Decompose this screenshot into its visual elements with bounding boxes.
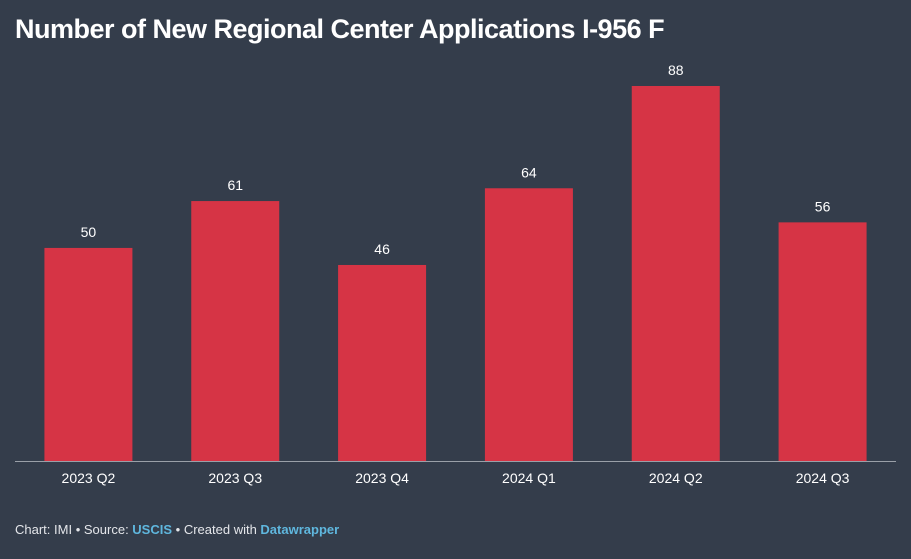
x-tick-labels-group: 2023 Q2 2023 Q3 2023 Q4 2024 Q1 2024 Q2 2024 … bbox=[62, 470, 850, 486]
footer-separator: • bbox=[75, 522, 84, 537]
value-label: 61 bbox=[227, 177, 243, 193]
datawrapper-link[interactable]: Datawrapper bbox=[260, 522, 340, 537]
bar-chart: 50 61 46 64 88 56 2023 Q2 2023 Q3 2023 Q4 2024 Q… bbox=[15, 62, 896, 486]
value-label: 88 bbox=[668, 62, 684, 78]
value-label: 46 bbox=[374, 241, 390, 257]
value-label: 64 bbox=[521, 164, 537, 180]
value-labels-group: 50 61 46 64 88 56 bbox=[81, 62, 831, 257]
source-prefix: Source: bbox=[83, 522, 133, 537]
x-tick-label: 2024 Q2 bbox=[649, 470, 703, 486]
bar-2023-q2 bbox=[44, 247, 133, 461]
x-tick-label: 2023 Q4 bbox=[355, 470, 409, 486]
x-tick-label: 2023 Q3 bbox=[208, 470, 262, 486]
bar-2024-q2 bbox=[631, 86, 720, 461]
footer-separator: • bbox=[175, 522, 184, 537]
chart-footer: Chart: IMI • Source: USCIS • Created wit… bbox=[15, 522, 339, 537]
x-tick-label: 2024 Q3 bbox=[796, 470, 850, 486]
bar-2023-q3 bbox=[191, 201, 280, 461]
source-link[interactable]: USCIS bbox=[132, 522, 173, 537]
x-tick-label: 2024 Q1 bbox=[502, 470, 556, 486]
bar-2024-q1 bbox=[484, 188, 573, 462]
x-tick-label: 2023 Q2 bbox=[62, 470, 116, 486]
value-label: 50 bbox=[81, 224, 97, 240]
created-prefix: Created with bbox=[183, 522, 261, 537]
bar-2023-q4 bbox=[338, 264, 427, 461]
bar-2024-q3 bbox=[778, 222, 867, 461]
bars-group bbox=[44, 86, 867, 462]
chart-title: Number of New Regional Center Applicatio… bbox=[15, 14, 665, 44]
value-label: 56 bbox=[815, 198, 831, 214]
chart-credit: Chart: IMI bbox=[15, 522, 73, 537]
